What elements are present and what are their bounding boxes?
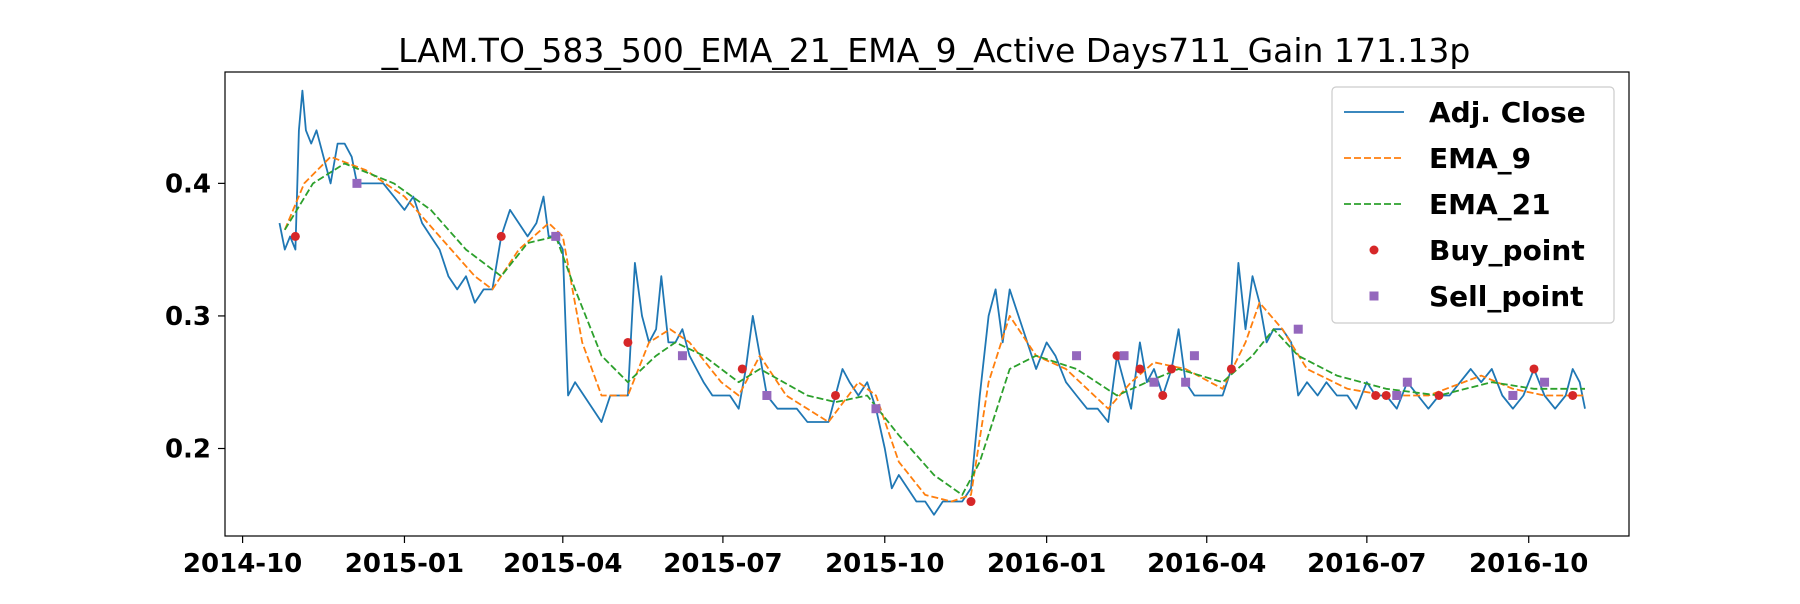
series-line-adj-close	[278, 89, 1586, 516]
chart-title: _LAM.TO_583_500_EMA_21_EMA_9_Active Days…	[381, 31, 1471, 70]
plot-area	[278, 89, 1586, 516]
sell-point-marker	[1293, 324, 1303, 334]
buy-point-marker	[1226, 364, 1236, 374]
buy-point-marker	[1135, 364, 1145, 374]
plot-frame	[224, 71, 1630, 537]
legend-swatch	[1369, 245, 1379, 255]
x-tick-label: 2015-04	[503, 549, 622, 579]
sell-point-marker	[1402, 377, 1412, 387]
sell-point-marker	[1508, 390, 1518, 400]
buy-point-marker	[737, 364, 747, 374]
legend-box	[1331, 86, 1615, 324]
legend-label: Adj. Close	[1429, 96, 1586, 129]
sell-point-marker	[1181, 377, 1191, 387]
x-tick-label: 2014-10	[183, 549, 302, 579]
legend-label: Sell_point	[1429, 280, 1584, 313]
x-tick-label: 2016-01	[987, 549, 1106, 579]
sell-point-marker	[677, 351, 687, 361]
legend-swatch	[1369, 291, 1379, 301]
series-line-ema-21	[284, 162, 1585, 496]
axes: 2014-10 2015-01 2015-04 2015-07 2015-10 2016-…	[165, 71, 1630, 579]
sell-point-marker	[1392, 390, 1402, 400]
buy-point-marker	[966, 497, 976, 507]
buy-point-marker	[1434, 390, 1444, 400]
buy-point-marker	[1112, 351, 1122, 361]
buy-point-marker	[623, 337, 633, 347]
buy-point-marker	[831, 390, 841, 400]
sell-point-marker	[551, 231, 561, 241]
x-tick-label: 2015-01	[345, 549, 464, 579]
sell-point-marker	[1540, 377, 1550, 387]
x-tick-label: 2016-10	[1469, 549, 1588, 579]
buy-point-marker	[496, 231, 506, 241]
y-tick-label: 0.4	[165, 169, 211, 199]
buy-point-marker	[1167, 364, 1177, 374]
buy-point-marker	[1371, 390, 1381, 400]
sell-point-marker	[1149, 377, 1159, 387]
y-tick-label: 0.2	[165, 435, 211, 465]
sell-point-marker	[762, 390, 772, 400]
buy-point-marker	[1568, 390, 1578, 400]
legend-label: EMA_21	[1429, 188, 1551, 221]
sell-point-marker	[871, 404, 881, 414]
x-tick-label: 2015-07	[663, 549, 782, 579]
sell-point-marker	[1119, 351, 1129, 361]
buy-point-marker	[1381, 390, 1391, 400]
x-tick-label: 2016-07	[1307, 549, 1426, 579]
y-tick-label: 0.3	[165, 302, 211, 332]
legend-label: Buy_point	[1429, 234, 1585, 267]
buy-point-marker	[1529, 364, 1539, 374]
legend-label: EMA_9	[1429, 142, 1531, 175]
x-tick-label: 2016-04	[1147, 549, 1266, 579]
sell-point-marker	[1072, 351, 1082, 361]
x-tick-label: 2015-10	[825, 549, 944, 579]
sell-point-marker	[352, 178, 362, 188]
buy-point-marker	[1158, 390, 1168, 400]
series-line-ema-9	[283, 155, 1585, 503]
sell-point-marker	[1189, 351, 1199, 361]
legend: Adj. Close EMA_9 EMA_21 Buy_point Sell_point	[1331, 86, 1615, 324]
buy-point-marker	[290, 231, 300, 241]
